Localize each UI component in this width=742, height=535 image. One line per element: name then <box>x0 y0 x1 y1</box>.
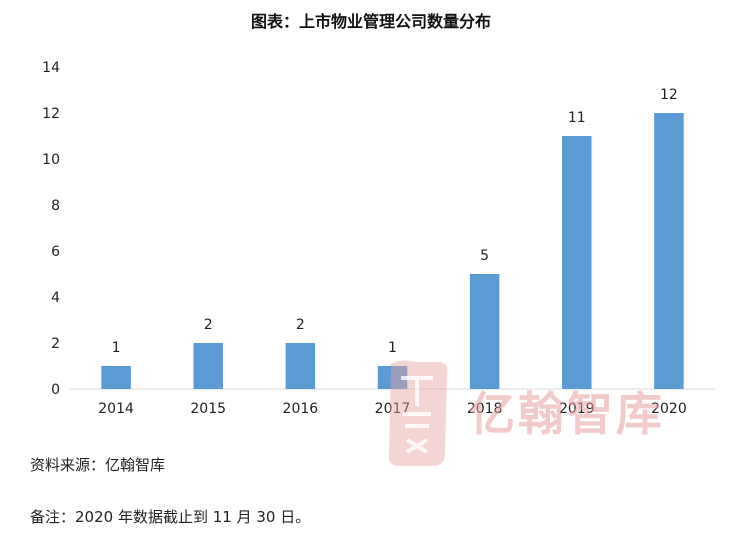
data-label-2014: 1 <box>112 340 121 356</box>
y-tick-label: 12 <box>42 106 60 122</box>
x-axis-tick-labels: 2014 2015 2016 2017 2018 2019 2020 <box>98 401 686 417</box>
y-axis-tick-labels: 0 2 4 6 8 10 12 14 <box>42 60 60 398</box>
y-tick-label: 14 <box>42 60 60 76</box>
bar-2020 <box>654 113 684 389</box>
y-tick-label: 0 <box>51 382 60 398</box>
x-tick-label-2019: 2019 <box>559 401 595 417</box>
x-tick-label-2020: 2020 <box>651 401 687 417</box>
bar-2017 <box>377 366 408 389</box>
bar-2014 <box>101 366 131 389</box>
y-tick-label: 6 <box>51 244 60 260</box>
remark-note: 备注：2020 年数据截止到 11 月 30 日。 <box>30 508 311 526</box>
data-label-2019: 11 <box>568 110 586 126</box>
x-tick-label-2018: 2018 <box>467 401 503 417</box>
y-tick-label: 10 <box>42 152 60 168</box>
data-label-2015: 2 <box>204 317 213 333</box>
chart-title: 图表：上市物业管理公司数量分布 <box>250 12 491 31</box>
y-tick-label: 4 <box>51 290 60 306</box>
data-label-2017: 1 <box>388 340 397 356</box>
data-label-2016: 2 <box>296 317 305 333</box>
data-label-2018: 5 <box>480 248 489 264</box>
bar-2018 <box>469 274 500 389</box>
bar-2016 <box>285 343 316 389</box>
x-tick-label-2014: 2014 <box>98 401 134 417</box>
bar-2015 <box>193 343 223 389</box>
source-note: 资料来源：亿翰智库 <box>30 456 166 474</box>
data-label-2020: 12 <box>660 87 678 103</box>
x-tick-label-2017: 2017 <box>375 401 411 417</box>
y-tick-label: 8 <box>51 198 60 214</box>
x-tick-label-2016: 2016 <box>283 401 319 417</box>
y-tick-label: 2 <box>51 336 60 352</box>
bars <box>101 113 684 389</box>
bar-2019 <box>562 136 592 389</box>
x-tick-label-2015: 2015 <box>190 401 226 417</box>
